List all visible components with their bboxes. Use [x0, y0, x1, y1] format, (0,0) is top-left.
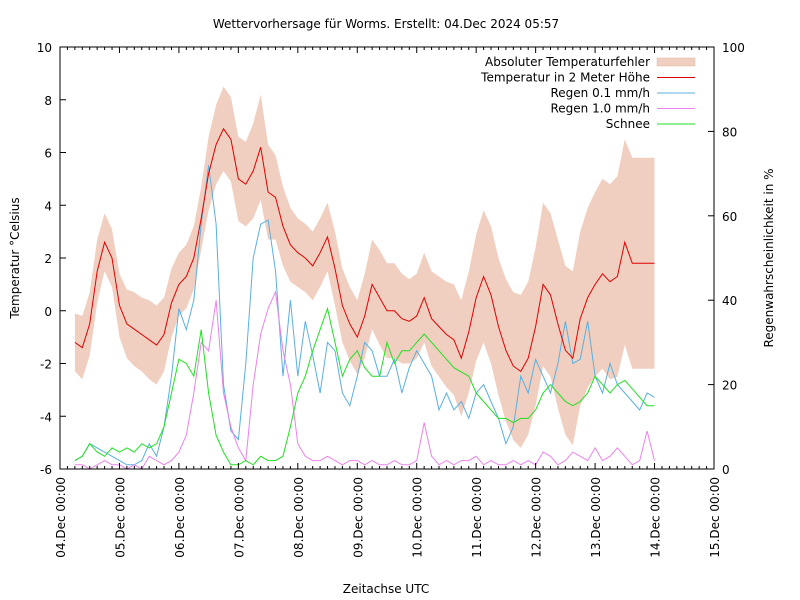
chart-title: Wettervorhersage für Worms. Erstellt: 04… [213, 17, 559, 31]
y2-axis-label: Regenwahrscheinlichkeit in % [762, 168, 776, 347]
y-axis-left-ticks: -6 -4 -2 0 2 4 6 8 10 [37, 41, 66, 477]
snow-line [74, 306, 655, 466]
y-axis-label: Temperatur °Celsius [8, 197, 22, 319]
x-tick-label: 12.Dec 00:00 [530, 477, 544, 558]
x-tick-label: 08.Dec 00:00 [292, 477, 306, 558]
y-tick-label: 4 [44, 199, 52, 213]
legend: Absoluter Temperaturfehler Temperatur in … [480, 55, 696, 131]
precipitation-lines-layer [74, 165, 655, 470]
y-tick-label: -2 [40, 358, 52, 372]
rain-10-line [74, 289, 655, 470]
y2-tick-label: 60 [722, 210, 737, 224]
y2-tick-label: 80 [722, 125, 737, 139]
temperature-error-band [74, 86, 655, 448]
x-tick-label: 13.Dec 00:00 [589, 477, 603, 558]
legend-label: Schnee [606, 117, 650, 131]
y-tick-label: 6 [44, 147, 52, 161]
y-tick-label: -4 [40, 410, 52, 424]
x-tick-label: 09.Dec 00:00 [351, 477, 365, 558]
legend-label: Absoluter Temperaturfehler [485, 55, 650, 69]
temperature-line-layer [74, 127, 655, 373]
y-tick-label: 2 [44, 252, 52, 266]
x-tick-label: 05.Dec 00:00 [113, 477, 127, 558]
y2-tick-label: 40 [722, 294, 737, 308]
legend-label: Regen 1.0 mm/h [550, 102, 650, 116]
y2-tick-label: 0 [722, 463, 730, 477]
x-tick-label: 11.Dec 00:00 [470, 477, 484, 558]
x-tick-label: 14.Dec 00:00 [649, 477, 663, 558]
y-tick-label: -6 [40, 463, 52, 477]
rain-01-line [74, 165, 655, 466]
y-tick-label: 0 [44, 305, 52, 319]
x-tick-label: 10.Dec 00:00 [411, 477, 425, 558]
legend-label: Regen 0.1 mm/h [550, 86, 650, 100]
x-axis-ticks: 04.Dec 00:00 05.Dec 00:00 06.Dec 00:00 07.D… [54, 47, 722, 558]
x-axis-label: Zeitachse UTC [343, 582, 429, 596]
legend-label: Temperatur in 2 Meter Höhe [480, 71, 650, 85]
legend-swatch-band [656, 57, 696, 67]
y2-tick-label: 100 [722, 41, 745, 55]
x-tick-label: 04.Dec 00:00 [54, 477, 68, 558]
temperature-error-band-layer [74, 86, 655, 448]
y-tick-label: 8 [44, 94, 52, 108]
y-tick-label: 10 [37, 41, 52, 55]
x-tick-label: 15.Dec 00:00 [708, 477, 722, 558]
y-axis-right-ticks: 0 20 40 60 80 100 [708, 41, 745, 477]
temperature-line [74, 127, 655, 373]
x-tick-label: 06.Dec 00:00 [173, 477, 187, 558]
y2-tick-label: 20 [722, 379, 737, 393]
plot-area [74, 86, 655, 470]
x-tick-label: 07.Dec 00:00 [232, 477, 246, 558]
